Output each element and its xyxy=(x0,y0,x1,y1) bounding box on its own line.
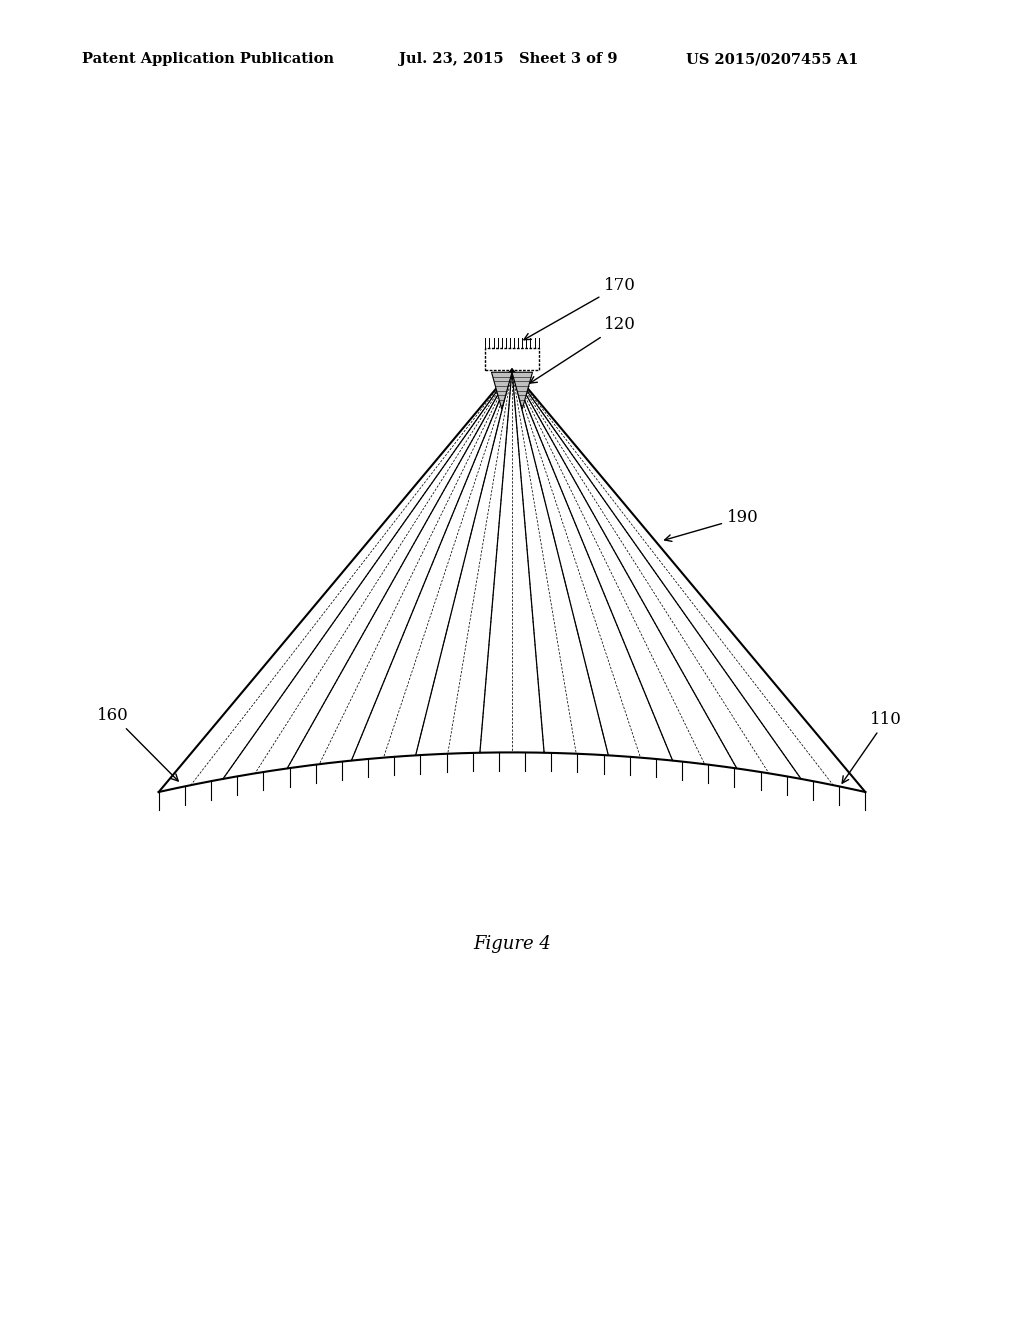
Text: 120: 120 xyxy=(530,317,636,383)
Text: Figure 4: Figure 4 xyxy=(473,935,551,953)
Text: Jul. 23, 2015   Sheet 3 of 9: Jul. 23, 2015 Sheet 3 of 9 xyxy=(399,53,617,66)
Text: 110: 110 xyxy=(842,711,902,783)
Text: 160: 160 xyxy=(97,708,178,781)
Polygon shape xyxy=(512,372,532,409)
Polygon shape xyxy=(492,372,512,409)
Text: 170: 170 xyxy=(524,277,636,339)
Text: Patent Application Publication: Patent Application Publication xyxy=(82,53,334,66)
Text: 190: 190 xyxy=(665,510,759,541)
Text: US 2015/0207455 A1: US 2015/0207455 A1 xyxy=(686,53,858,66)
Bar xyxy=(485,348,539,370)
